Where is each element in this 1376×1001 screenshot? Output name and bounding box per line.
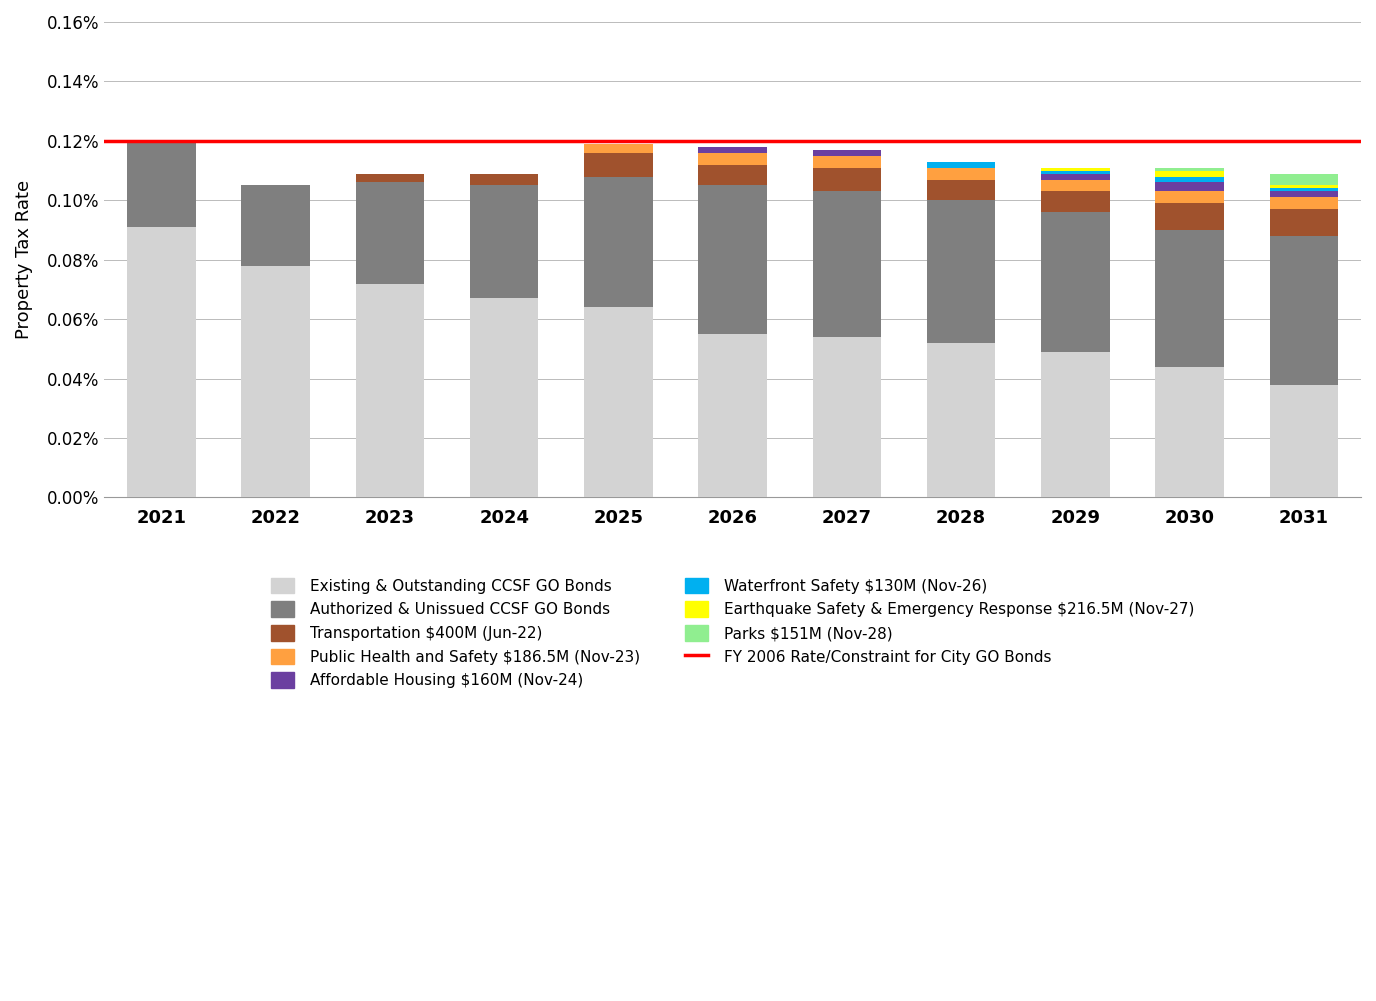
Bar (699, 147, 766, 153)
Bar (813, 150, 881, 156)
Bar (585, 153, 652, 176)
Bar (1042, 167, 1109, 170)
Bar (127, 141, 195, 227)
Bar (699, 185, 766, 334)
Bar (241, 185, 310, 265)
Bar (927, 343, 995, 497)
Bar (356, 182, 424, 283)
Bar (1156, 366, 1223, 497)
Bar (927, 179, 995, 200)
Bar (1270, 191, 1337, 197)
Bar (585, 176, 652, 307)
Bar (1156, 230, 1223, 366)
Bar (927, 200, 995, 343)
Bar (471, 173, 538, 185)
Bar (1270, 185, 1337, 188)
Bar (1156, 170, 1223, 176)
Bar (927, 162, 995, 167)
Bar (1270, 384, 1337, 497)
Bar (127, 227, 195, 497)
Bar (1270, 188, 1337, 191)
Bar (356, 173, 424, 182)
Bar (699, 164, 766, 185)
Bar (1270, 209, 1337, 236)
Bar (1156, 203, 1223, 230)
Bar (1042, 179, 1109, 191)
Bar (585, 307, 652, 497)
Bar (1042, 191, 1109, 212)
Bar (699, 153, 766, 164)
Bar (1042, 212, 1109, 352)
Bar (1270, 236, 1337, 384)
Bar (1042, 352, 1109, 497)
Bar (813, 337, 881, 497)
Bar (471, 185, 538, 298)
Bar (927, 167, 995, 179)
Bar (1270, 197, 1337, 209)
Bar (471, 298, 538, 497)
Bar (1156, 191, 1223, 203)
Bar (699, 334, 766, 497)
Bar (1270, 173, 1337, 185)
Bar (1156, 176, 1223, 182)
Y-axis label: Property Tax Rate: Property Tax Rate (15, 180, 33, 339)
Bar (1042, 173, 1109, 179)
Bar (1156, 182, 1223, 191)
Bar (241, 265, 310, 497)
Bar (1042, 170, 1109, 173)
Bar (813, 167, 881, 191)
Bar (813, 156, 881, 167)
Bar (1156, 167, 1223, 170)
Bar (813, 191, 881, 337)
Legend: Existing & Outstanding CCSF GO Bonds, Authorized & Unissued CCSF GO Bonds, Trans: Existing & Outstanding CCSF GO Bonds, Au… (266, 572, 1200, 695)
Bar (356, 283, 424, 497)
Bar (585, 144, 652, 153)
